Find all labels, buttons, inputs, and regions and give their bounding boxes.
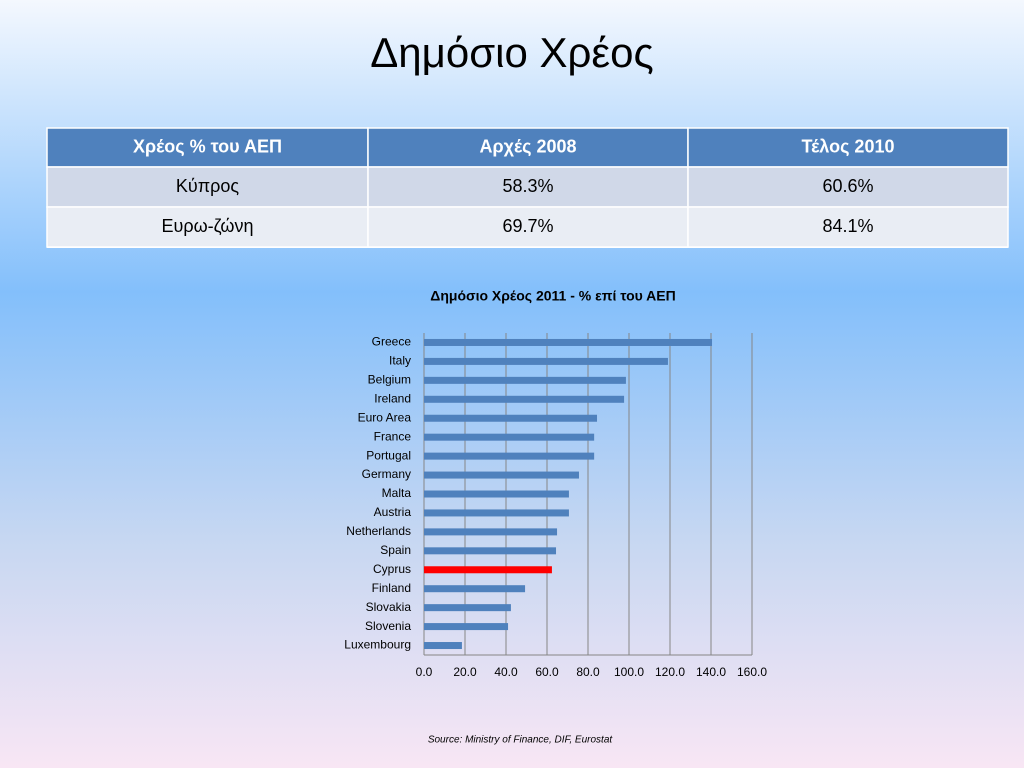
header-text: Αρχές 2008 (479, 136, 576, 156)
bar (424, 376, 626, 384)
x-tick-label: 140.0 (696, 665, 726, 679)
bar (424, 509, 569, 517)
table-cell (367, 206, 689, 248)
x-tick-label: 80.0 (576, 665, 600, 679)
y-tick-label: Finland (372, 581, 411, 595)
y-tick-label: Cyprus (373, 562, 411, 576)
x-tick-label: 160.0 (737, 665, 767, 679)
bar (424, 433, 595, 441)
y-tick-label: Luxembourg (344, 638, 411, 652)
x-tick-label: 120.0 (655, 665, 685, 679)
bar (424, 642, 462, 650)
y-tick-label: Belgium (368, 373, 411, 387)
cell-text: 58.3% (502, 176, 553, 196)
header-cell (687, 127, 1009, 168)
bar (424, 414, 598, 422)
cell-text: 69.7% (502, 216, 553, 236)
cell-text: 60.6% (822, 176, 873, 196)
y-tick-label: Portugal (366, 448, 411, 462)
y-tick-label: Malta (382, 486, 412, 500)
bar (424, 452, 595, 460)
bar (424, 357, 668, 365)
bar (424, 585, 526, 593)
source: Source: Ministry of Finance, DIF, Eurost… (428, 735, 614, 746)
header-text: Τέλος 2010 (802, 136, 895, 156)
bar (424, 547, 557, 555)
y-tick-label: Austria (374, 505, 412, 519)
bar (424, 338, 713, 346)
y-tick-label: Netherlands (346, 524, 411, 538)
y-tick-label: Euro Area (358, 410, 412, 424)
header-cell (46, 127, 369, 168)
bar (424, 623, 509, 631)
y-tick-label: Germany (362, 467, 411, 481)
bar (424, 395, 625, 403)
x-tick-label: 20.0 (453, 665, 477, 679)
y-tick-label: France (374, 429, 412, 443)
y-tick-label: Spain (380, 543, 411, 557)
table-cell (687, 206, 1009, 248)
y-tick-label: Greece (372, 335, 412, 349)
x-tick-label: 40.0 (494, 665, 518, 679)
y-tick-label: Italy (389, 354, 411, 368)
cell-text: Ευρω-ζώνη (162, 216, 254, 236)
bar (424, 528, 558, 536)
bar (424, 604, 511, 612)
chart-title: Δημόσιο Χρέος 2011 - % επί του ΑΕΠ (430, 288, 675, 304)
header-cell (367, 127, 689, 168)
bar (424, 490, 569, 498)
y-tick-label: Slovenia (365, 619, 411, 633)
bar (424, 566, 552, 574)
x-tick-label: 60.0 (535, 665, 559, 679)
cell-text: Κύπρος (176, 176, 240, 196)
x-tick-label: 0.0 (416, 665, 433, 679)
y-tick-label: Slovakia (366, 600, 412, 614)
bar (424, 471, 579, 479)
header-text: Χρέος % του ΑΕΠ (133, 136, 282, 156)
slide-title: Δημόσιο Χρέος (370, 29, 653, 76)
x-tick-label: 100.0 (614, 665, 644, 679)
cell-text: 84.1% (822, 216, 873, 236)
y-tick-label: Ireland (374, 391, 411, 405)
